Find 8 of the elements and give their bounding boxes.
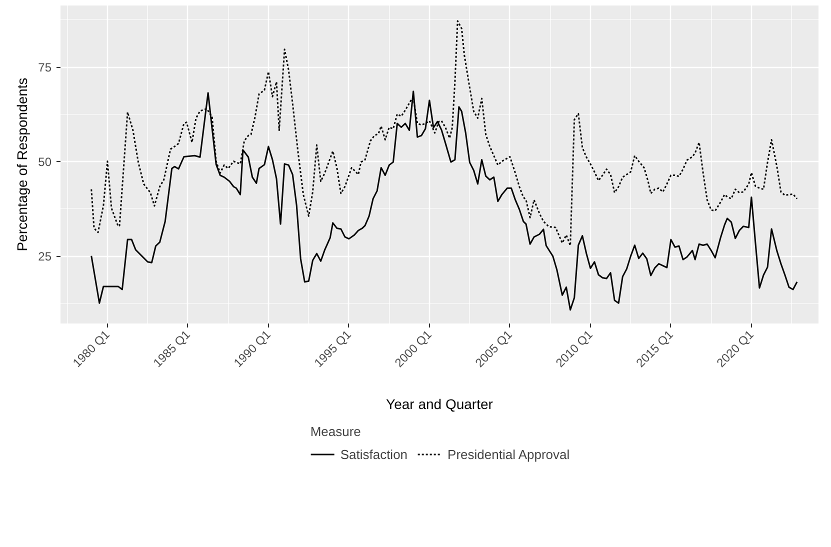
x-axis-title: Year and Quarter [386, 396, 494, 412]
legend-label: Satisfaction [340, 446, 408, 462]
legend-label: Presidential Approval [448, 446, 570, 462]
legend-title: Measure [310, 424, 362, 439]
y-tick-label: 75 [38, 60, 52, 75]
y-axis-title: Percentage of Respondents [14, 78, 30, 252]
y-tick-label: 25 [38, 250, 52, 264]
y-tick-label: 50 [38, 155, 52, 170]
